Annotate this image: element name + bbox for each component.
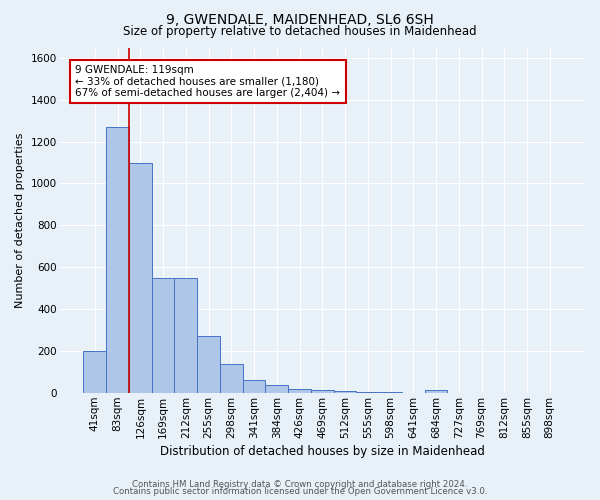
Text: 9, GWENDALE, MAIDENHEAD, SL6 6SH: 9, GWENDALE, MAIDENHEAD, SL6 6SH — [166, 12, 434, 26]
Bar — [197, 336, 220, 392]
X-axis label: Distribution of detached houses by size in Maidenhead: Distribution of detached houses by size … — [160, 444, 485, 458]
Bar — [220, 364, 242, 392]
Bar — [334, 391, 356, 392]
Bar — [311, 390, 334, 392]
Bar — [288, 389, 311, 392]
Bar — [83, 352, 106, 393]
Text: Size of property relative to detached houses in Maidenhead: Size of property relative to detached ho… — [123, 25, 477, 38]
Text: Contains public sector information licensed under the Open Government Licence v3: Contains public sector information licen… — [113, 487, 487, 496]
Bar — [425, 390, 448, 392]
Bar — [129, 162, 152, 392]
Bar — [152, 278, 175, 392]
Bar — [265, 386, 288, 392]
Bar — [175, 278, 197, 392]
Bar — [106, 127, 129, 392]
Y-axis label: Number of detached properties: Number of detached properties — [15, 132, 25, 308]
Text: Contains HM Land Registry data © Crown copyright and database right 2024.: Contains HM Land Registry data © Crown c… — [132, 480, 468, 489]
Bar — [242, 380, 265, 392]
Text: 9 GWENDALE: 119sqm
← 33% of detached houses are smaller (1,180)
67% of semi-deta: 9 GWENDALE: 119sqm ← 33% of detached hou… — [76, 65, 340, 98]
